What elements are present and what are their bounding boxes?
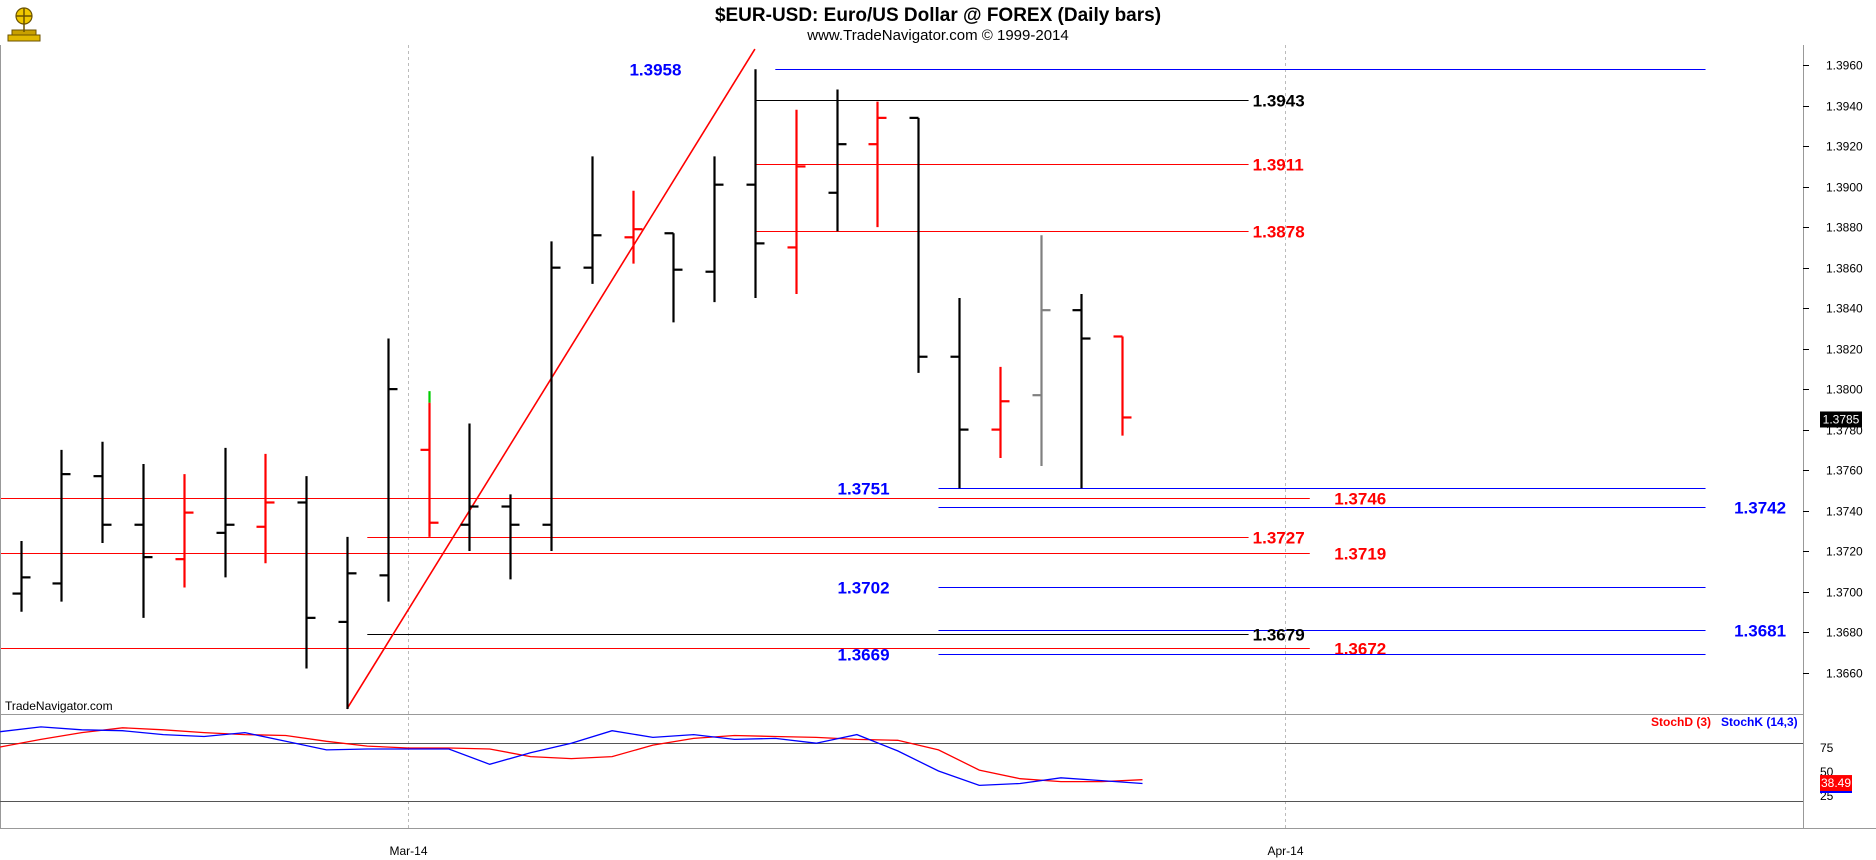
level-label: 1.3746 (1334, 490, 1386, 509)
ohlc-bar (501, 494, 520, 580)
price-tick-label: 1.3880 (1826, 221, 1863, 235)
stoch-series-line (0, 726, 1143, 787)
legend-stoch-d: StochD (3) (1651, 715, 1711, 729)
ohlc-bar (216, 447, 235, 578)
level-label: 1.3911 (1253, 156, 1304, 175)
level-label: 1.3681 (1734, 622, 1786, 641)
price-tick-label: 1.3660 (1826, 667, 1863, 681)
price-tick-label: 1.3860 (1826, 262, 1863, 276)
level-label: 1.3751 (838, 480, 890, 499)
ohlc-bar (1032, 235, 1051, 467)
ohlc-bar (1113, 335, 1132, 436)
level-label: 1.3878 (1253, 223, 1305, 242)
level-label: 1.3719 (1334, 545, 1386, 564)
price-tick-label: 1.3920 (1826, 140, 1863, 154)
ohlc-bar (420, 391, 439, 537)
tradenavigator-logo-icon (7, 7, 41, 42)
level-label: 1.3702 (838, 579, 890, 598)
ohlc-bar (297, 476, 316, 669)
price-tick-label: 1.3840 (1826, 302, 1863, 316)
ohlc-bar (909, 116, 928, 373)
price-tick-label: 1.3720 (1826, 545, 1863, 559)
ohlc-bar (52, 449, 71, 602)
stoch-value-tag (1820, 775, 1852, 792)
chart-subtitle: www.TradeNavigator.com © 1999-2014 (806, 27, 1068, 44)
ohlc-bar (664, 232, 683, 323)
date-tick-label: Mar-14 (389, 844, 427, 858)
ohlc-bar (787, 109, 806, 294)
frame-layer (0, 45, 1876, 829)
level-lines-layer: 1.3958 1.3943 1.3911 1.3878 1.3751 1.3746 1.37… (0, 61, 1786, 665)
price-tick-label: 1.3820 (1826, 343, 1863, 357)
ohlc-bar (134, 464, 153, 618)
price-bars-layer (12, 69, 1132, 709)
price-tick-label: 1.3800 (1826, 383, 1863, 397)
ohlc-bar (991, 366, 1010, 458)
ohlc-bar (1072, 293, 1091, 489)
legend-stoch-k: StochK (14,3) (1721, 715, 1798, 729)
price-tick-label: 1.3740 (1826, 505, 1863, 519)
level-label: 1.3727 (1253, 529, 1305, 548)
ohlc-bar (542, 241, 561, 552)
ohlc-bar (746, 69, 765, 299)
price-tick-label: 1.3760 (1826, 464, 1863, 478)
date-axis-layer: Mar-14 Apr-14 (389, 844, 1303, 858)
stoch-value-label: 38.49 (1821, 776, 1851, 790)
price-tick-label: 1.3680 (1826, 626, 1863, 640)
ohlc-bar (828, 89, 847, 232)
chart-title: $EUR-USD: Euro/US Dollar @ FOREX (Daily … (715, 5, 1161, 26)
price-axis-layer: 1.3660 1.3680 1.3700 1.3720 1.3740 1.3760 1.37… (1803, 59, 1863, 681)
ohlc-bar (868, 101, 887, 228)
level-label: 1.3672 (1334, 640, 1386, 659)
price-tick-label: 1.3940 (1826, 100, 1863, 114)
price-tick-label: 1.3700 (1826, 586, 1863, 600)
last-price-tag (1820, 411, 1862, 428)
last-price-label: 1.3785 (1823, 412, 1860, 426)
level-label: 1.3669 (838, 646, 890, 665)
level-label: 1.3679 (1253, 626, 1305, 645)
level-label: 1.3943 (1253, 92, 1305, 111)
left-border (0, 45, 1, 828)
grid-layer (408, 45, 1286, 828)
level-label: 1.3742 (1734, 499, 1786, 518)
ohlc-bar (624, 190, 643, 264)
ohlc-bar (338, 536, 357, 709)
level-label: 1.3958 (629, 61, 681, 80)
ohlc-bar (460, 423, 479, 552)
price-tick-label: 1.3900 (1826, 181, 1863, 195)
date-tick-label: Apr-14 (1267, 844, 1303, 858)
stoch-series-line (0, 727, 1143, 783)
ohlc-bar (583, 156, 602, 284)
ohlc-bar (93, 441, 112, 543)
ohlc-bar (12, 540, 31, 612)
ohlc-bar (379, 338, 398, 602)
watermark-text: TradeNavigator.com (5, 699, 113, 713)
stoch-tick-label: 75 (1820, 741, 1834, 755)
ohlc-bar (175, 474, 194, 588)
ohlc-bar (705, 156, 724, 303)
ohlc-bar (950, 298, 969, 489)
price-tick-label: 1.3960 (1826, 59, 1863, 73)
ohlc-bar (256, 453, 275, 564)
